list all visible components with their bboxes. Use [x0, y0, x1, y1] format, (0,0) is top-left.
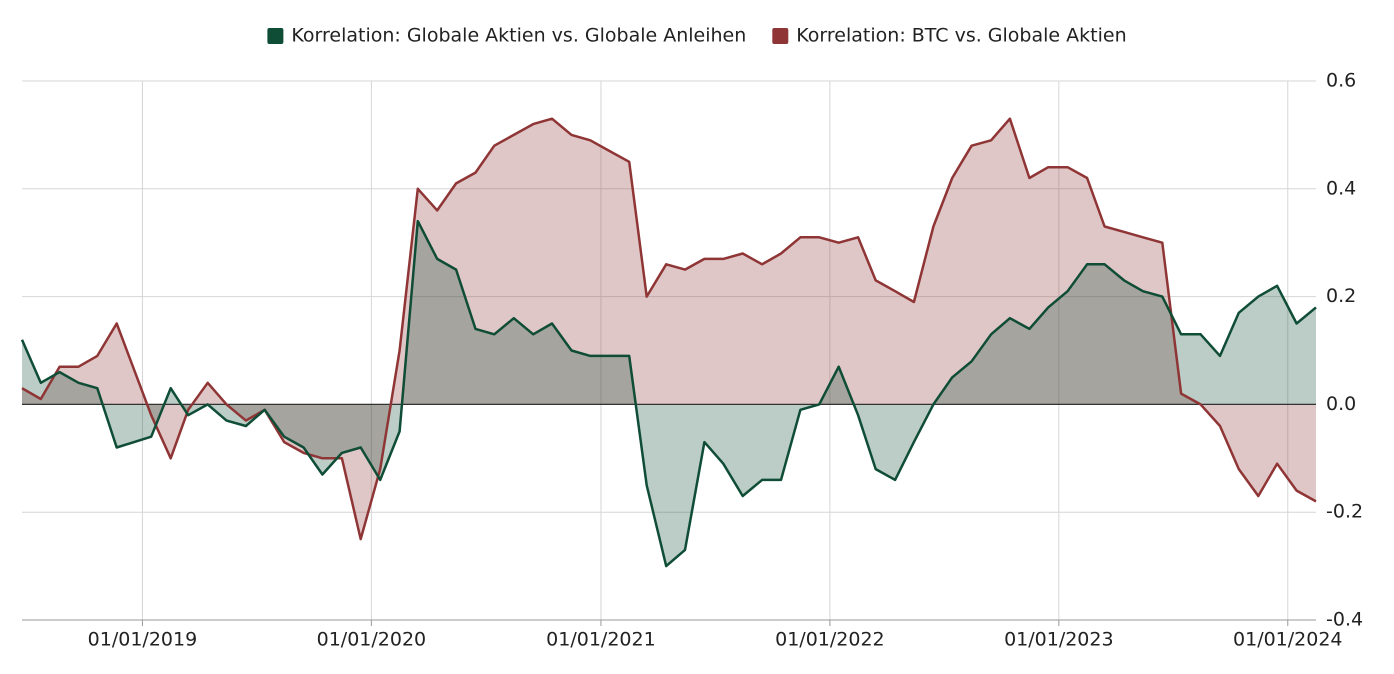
series-area [22, 118, 1316, 540]
y-tick-label: 0.4 [1326, 177, 1356, 199]
y-tick-label: -0.2 [1326, 501, 1363, 523]
x-tick-label: 01/01/2023 [1004, 629, 1114, 651]
y-tick-label: -0.4 [1326, 609, 1363, 631]
legend-label: Korrelation: Globale Aktien vs. Globale … [291, 25, 746, 47]
y-tick-label: 0.0 [1326, 393, 1356, 415]
x-tick-label: 01/01/2022 [775, 629, 885, 651]
legend-label: Korrelation: BTC vs. Globale Aktien [796, 25, 1126, 47]
series-line [21, 117, 1317, 541]
x-tick-label: 01/01/2021 [546, 629, 656, 651]
x-tick-label: 01/01/2024 [1233, 629, 1343, 651]
legend-swatch [267, 28, 284, 44]
y-tick-label: 0.6 [1326, 70, 1356, 92]
series-line [20, 219, 1317, 568]
legend-swatch [772, 28, 789, 44]
series-area [22, 221, 1316, 567]
x-tick-label: 01/01/2020 [317, 629, 427, 651]
y-tick-label: 0.2 [1326, 285, 1356, 307]
legend: Korrelation: Globale Aktien vs. Globale … [267, 25, 1127, 47]
x-tick-label: 01/01/2019 [88, 629, 198, 651]
